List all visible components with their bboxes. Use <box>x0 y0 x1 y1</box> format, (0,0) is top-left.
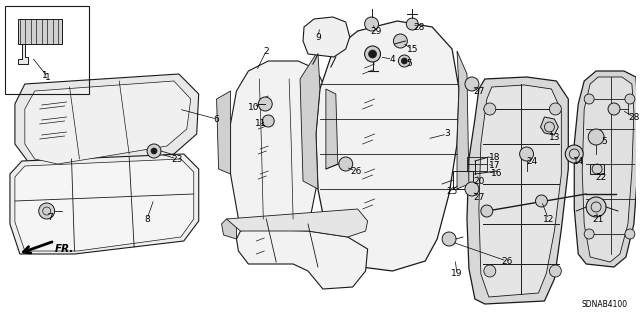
Polygon shape <box>479 85 561 297</box>
Circle shape <box>588 129 604 145</box>
Polygon shape <box>25 81 191 164</box>
Text: 20: 20 <box>473 176 484 186</box>
Circle shape <box>39 203 54 219</box>
Bar <box>5 6 90 94</box>
Circle shape <box>365 46 381 62</box>
Text: 5: 5 <box>601 137 607 145</box>
Text: 12: 12 <box>543 214 554 224</box>
Circle shape <box>151 148 157 154</box>
Circle shape <box>406 18 419 30</box>
Text: 14: 14 <box>573 157 584 166</box>
Text: 25: 25 <box>446 187 458 196</box>
Circle shape <box>549 103 561 115</box>
Polygon shape <box>541 117 558 135</box>
Text: 5: 5 <box>406 60 412 69</box>
Text: 28: 28 <box>628 113 639 122</box>
Circle shape <box>608 103 620 115</box>
Polygon shape <box>303 17 349 57</box>
Polygon shape <box>18 44 28 64</box>
Circle shape <box>369 50 376 58</box>
Text: 29: 29 <box>370 26 381 35</box>
Circle shape <box>399 55 410 67</box>
Text: 26: 26 <box>501 256 513 265</box>
Text: 11: 11 <box>255 120 266 129</box>
Circle shape <box>339 157 353 171</box>
Text: 4: 4 <box>390 55 396 63</box>
Text: 15: 15 <box>406 44 418 54</box>
Circle shape <box>465 182 479 196</box>
Polygon shape <box>230 61 326 249</box>
Polygon shape <box>221 219 236 239</box>
Polygon shape <box>216 91 230 174</box>
Text: 17: 17 <box>489 161 500 170</box>
Polygon shape <box>15 74 198 171</box>
Text: 1: 1 <box>45 72 51 81</box>
Text: 21: 21 <box>593 214 604 224</box>
Text: 13: 13 <box>548 132 560 142</box>
Text: 28: 28 <box>413 23 425 32</box>
Circle shape <box>565 145 583 163</box>
Text: 3: 3 <box>444 130 450 138</box>
Polygon shape <box>300 51 320 189</box>
Text: 8: 8 <box>144 214 150 224</box>
Text: 7: 7 <box>47 212 52 221</box>
Text: 22: 22 <box>595 173 607 182</box>
Circle shape <box>584 229 594 239</box>
Text: 24: 24 <box>526 157 537 166</box>
Text: 9: 9 <box>315 33 321 41</box>
Polygon shape <box>574 71 638 267</box>
Polygon shape <box>15 159 194 251</box>
Text: 1: 1 <box>42 71 47 80</box>
Text: 6: 6 <box>214 115 220 123</box>
Text: 19: 19 <box>451 270 463 278</box>
Circle shape <box>481 205 493 217</box>
Polygon shape <box>316 21 459 271</box>
Polygon shape <box>10 154 198 254</box>
Circle shape <box>484 103 496 115</box>
Text: 10: 10 <box>248 102 259 112</box>
Polygon shape <box>227 209 367 237</box>
Circle shape <box>365 17 378 31</box>
Text: 2: 2 <box>264 47 269 56</box>
Text: 23: 23 <box>171 154 182 164</box>
Circle shape <box>465 77 479 91</box>
Circle shape <box>259 97 272 111</box>
Text: 27: 27 <box>473 86 484 95</box>
Circle shape <box>584 94 594 104</box>
Polygon shape <box>326 89 338 169</box>
Text: SDNAB4100: SDNAB4100 <box>582 300 628 309</box>
Text: FR.: FR. <box>54 244 74 254</box>
Circle shape <box>586 197 606 217</box>
Polygon shape <box>18 19 61 44</box>
Polygon shape <box>457 51 469 189</box>
Text: 16: 16 <box>491 169 502 179</box>
Polygon shape <box>582 77 634 262</box>
Circle shape <box>625 94 635 104</box>
Bar <box>590 164 604 174</box>
Text: 27: 27 <box>473 192 484 202</box>
Circle shape <box>549 265 561 277</box>
Circle shape <box>520 147 534 161</box>
Circle shape <box>262 115 274 127</box>
Text: 26: 26 <box>350 167 362 175</box>
Circle shape <box>484 265 496 277</box>
Circle shape <box>625 229 635 239</box>
Circle shape <box>442 232 456 246</box>
Circle shape <box>147 144 161 158</box>
Polygon shape <box>467 77 568 304</box>
Circle shape <box>43 207 51 215</box>
Polygon shape <box>236 229 367 289</box>
Bar <box>453 171 473 189</box>
Text: 18: 18 <box>489 153 500 162</box>
Circle shape <box>536 195 547 207</box>
Circle shape <box>401 58 407 64</box>
Circle shape <box>394 34 407 48</box>
